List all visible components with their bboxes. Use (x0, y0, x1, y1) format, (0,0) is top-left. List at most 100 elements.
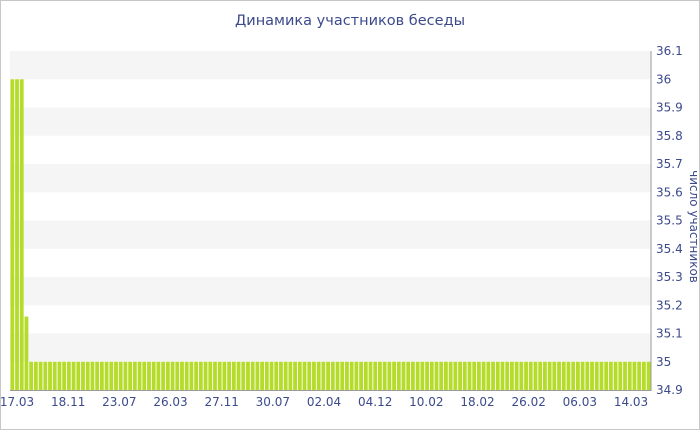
bar (396, 361, 401, 390)
bar (132, 361, 137, 390)
bar (373, 361, 378, 390)
bar (561, 361, 566, 390)
bar (147, 361, 151, 390)
bar (246, 361, 250, 390)
bar (524, 361, 528, 390)
bar (274, 361, 279, 390)
bar (349, 361, 354, 390)
bar (241, 361, 246, 390)
bar (222, 361, 227, 390)
bar (109, 361, 114, 390)
y-tick-label: 34.9 (656, 383, 683, 397)
grid-band (10, 277, 651, 306)
bar (236, 361, 241, 390)
bar (250, 361, 255, 390)
bar (453, 361, 458, 390)
y-tick-label: 35.1 (656, 327, 683, 341)
bar (312, 361, 316, 390)
bar (38, 361, 43, 390)
bar (269, 361, 274, 390)
bar (547, 361, 552, 390)
bar (533, 361, 538, 390)
bar (213, 361, 217, 390)
bar (637, 361, 642, 390)
bar (557, 361, 561, 390)
bar (326, 361, 330, 390)
y-tick-label: 35.6 (656, 185, 683, 199)
bar (118, 361, 123, 390)
bar (495, 361, 500, 390)
grid-band (10, 51, 651, 80)
bar (137, 361, 142, 390)
bar (330, 361, 335, 390)
x-tick-labels: 17.03 18.11 23.07 26.03 27.11 30.07 02.04 04.12… (1, 395, 648, 409)
bar (104, 361, 109, 390)
bar (165, 361, 170, 390)
bar (354, 361, 359, 390)
y-tick-label: 36.1 (656, 44, 683, 58)
bar (571, 361, 576, 390)
bar (217, 361, 222, 390)
bar (519, 361, 524, 390)
x-tick-label: 10.02 (409, 395, 443, 409)
bar (260, 361, 265, 390)
bar (542, 361, 547, 390)
bar (227, 361, 232, 390)
bar (62, 361, 67, 390)
y-tick-label: 35.8 (656, 129, 683, 143)
bar (477, 361, 481, 390)
bar (231, 361, 236, 390)
x-tick-label: 27.11 (204, 395, 238, 409)
bar (90, 361, 95, 390)
bar (189, 361, 194, 390)
bar (359, 361, 363, 390)
y-tick-label: 35.2 (656, 298, 683, 312)
bar (590, 361, 594, 390)
bar (420, 361, 425, 390)
bar (297, 361, 302, 390)
bar (321, 361, 326, 390)
y-tick-label: 35 (656, 355, 671, 369)
bar (43, 361, 48, 390)
bar-series (10, 79, 651, 390)
axes (10, 51, 652, 391)
bar (613, 361, 618, 390)
bar (594, 361, 599, 390)
bar (57, 361, 62, 390)
bar (302, 361, 307, 390)
bar (439, 361, 444, 390)
bar (307, 361, 312, 390)
x-tick-label: 26.03 (153, 395, 187, 409)
bar (472, 361, 477, 390)
x-tick-label: 14.03 (614, 395, 648, 409)
bar (156, 361, 161, 390)
x-tick-label: 26.02 (511, 395, 545, 409)
bar (76, 361, 81, 390)
bar (429, 361, 434, 390)
bar (283, 361, 288, 390)
x-tick-label: 02.04 (307, 395, 341, 409)
bar (646, 361, 651, 390)
bar (142, 361, 147, 390)
bar (33, 361, 38, 390)
bar (340, 361, 345, 390)
grid-band (10, 107, 651, 136)
bar (491, 361, 495, 390)
bar (161, 361, 166, 390)
bar (618, 361, 623, 390)
y-tick-labels: 36.1 36 35.9 35.8 35.7 35.6 35.5 35.4 35.3 35.2 35… (656, 44, 683, 397)
bar (180, 361, 184, 390)
grid-band (10, 164, 651, 193)
bar (198, 361, 203, 390)
bar (444, 361, 448, 390)
bar (500, 361, 505, 390)
bar (434, 361, 439, 390)
bar (585, 361, 590, 390)
bar (29, 361, 34, 390)
bar (378, 361, 382, 390)
bar (24, 316, 29, 390)
x-tick-label: 23.07 (102, 395, 136, 409)
x-tick-label: 18.02 (460, 395, 494, 409)
bar (401, 361, 406, 390)
